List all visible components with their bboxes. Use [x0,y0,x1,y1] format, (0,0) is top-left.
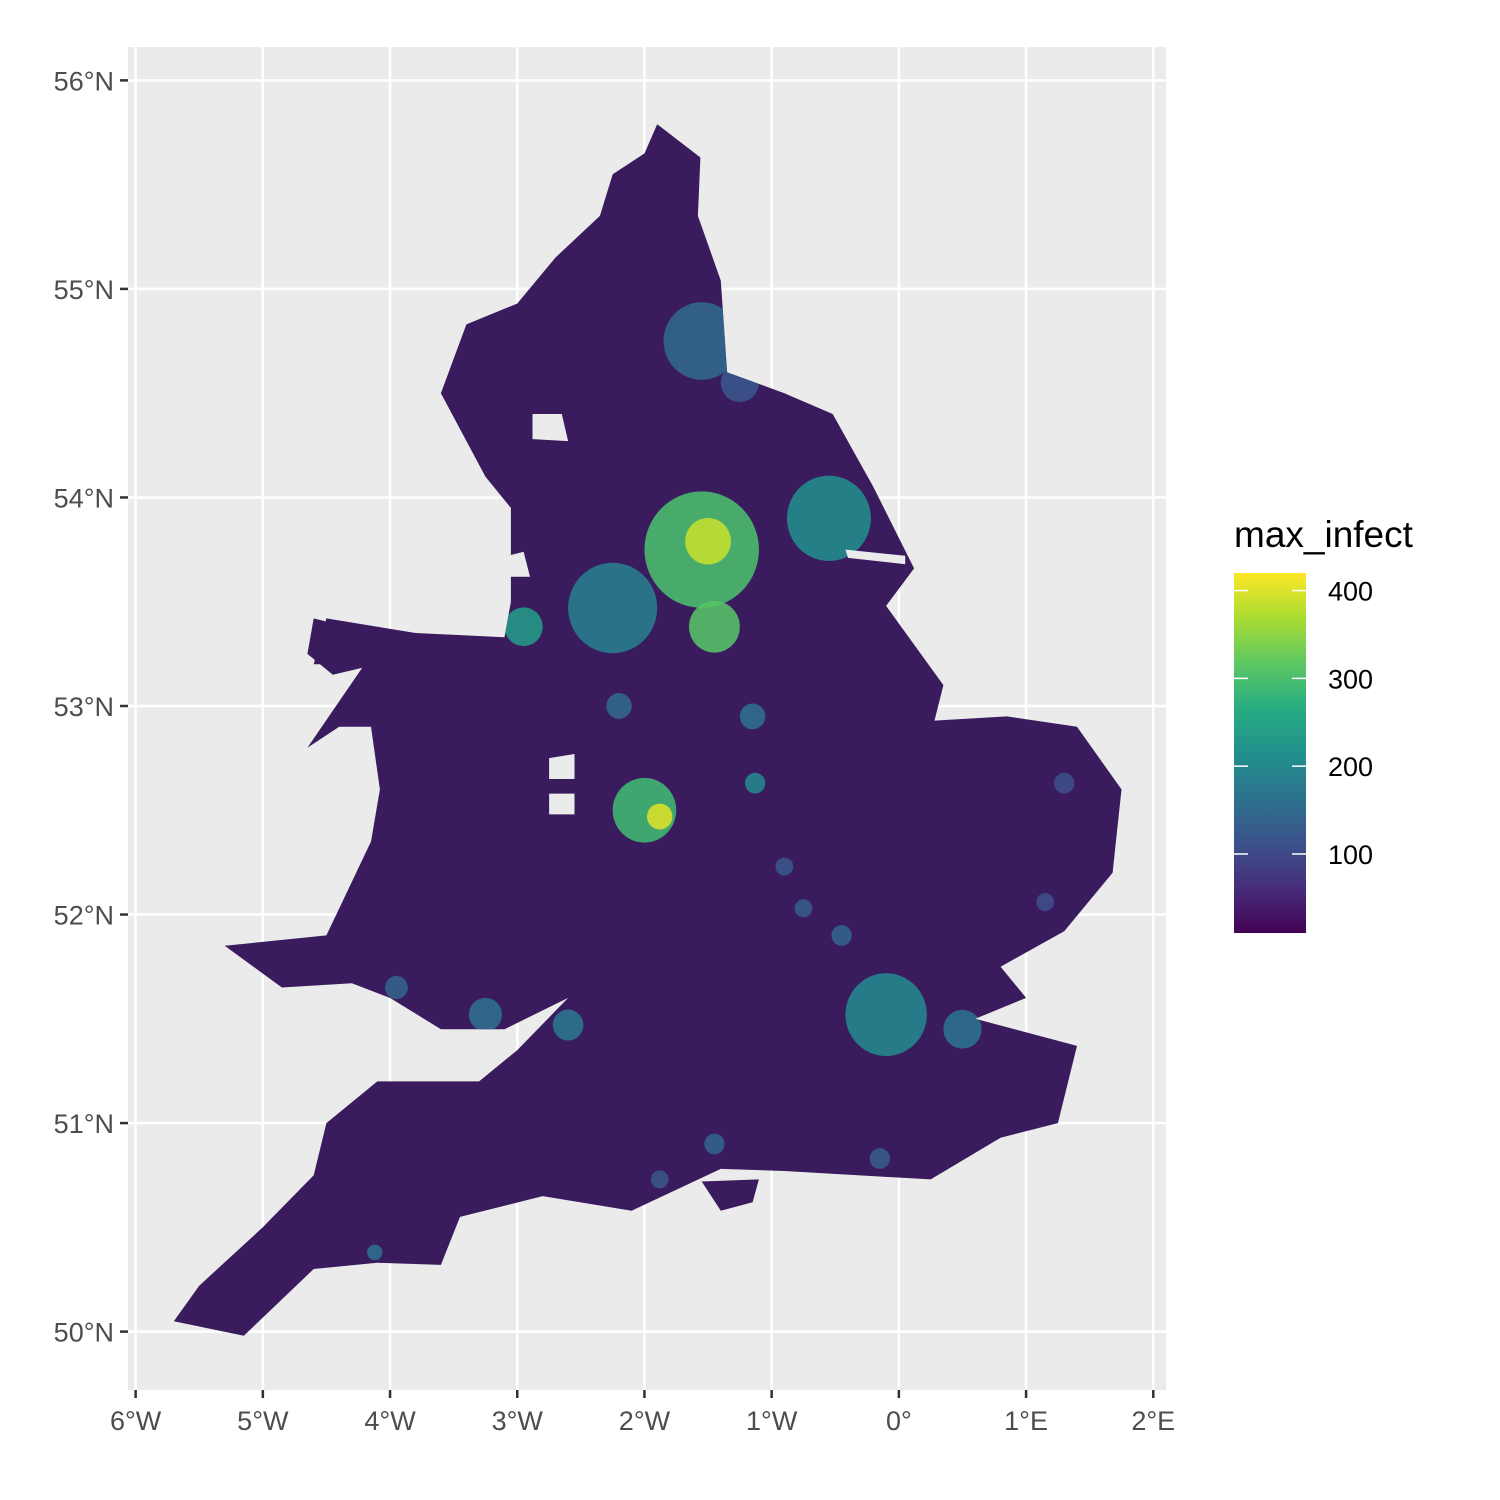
legend: max_infect 100 200 300 400 [1234,514,1414,933]
hotspot-nottingham [739,703,766,730]
hotspot-leicester [744,772,766,794]
water-area [532,414,569,442]
hotspot-plymouth [367,1244,383,1261]
x-tick-label: 4°W [364,1406,416,1436]
x-tick-label: 6°W [110,1406,162,1436]
x-tick-label: 5°W [237,1406,289,1436]
hotspot-swansea [384,975,408,1000]
hotspot-stoke [606,693,632,719]
y-tick-label: 55°N [54,275,114,305]
x-tick-label: 0° [886,1406,912,1436]
colorbar-ticks: 100 200 300 400 [1234,577,1373,870]
land-isle-of-wight [701,1179,759,1211]
hotspot-group [367,302,1075,1261]
x-tick-label: 1°W [746,1406,798,1436]
colorbar-label: 400 [1328,577,1373,607]
colorbar-label: 100 [1328,840,1373,870]
hotspot-bristol [552,1009,584,1041]
hotspot-luton [831,925,852,946]
hotspot-brighton [869,1148,890,1169]
x-tick-label: 3°W [492,1406,544,1436]
colorbar [1234,573,1306,933]
hotspot-durham [663,302,740,380]
y-tick-label: 52°N [54,901,114,931]
axes: 6°W 5°W 4°W 3°W 2°W 1°W 0° 1°E 2°E 50°N 51°N 52°N 53… [54,66,1176,1436]
hotspot-sheffield [688,600,740,653]
y-tick-label: 51°N [54,1109,114,1139]
legend-title: max_infect [1234,514,1414,555]
y-tick-label: 56°N [54,66,114,96]
hotspot-thames [943,1009,982,1049]
x-tick-label: 1°E [1004,1406,1048,1436]
land-anglesey [307,618,378,675]
water-area [549,754,575,779]
hotspot-southampton [704,1133,725,1155]
colorbar-label: 300 [1328,664,1373,694]
x-tick-label: 2°W [619,1406,671,1436]
water-area [549,793,575,815]
y-tick-label: 50°N [54,1318,114,1348]
hotspot-cardiff [468,997,502,1032]
hotspot-northampton [775,857,794,876]
map-regions [173,124,1122,1336]
water-area [845,549,906,565]
hotspot-milton-keynes [794,899,813,918]
hotspot-norwich [1054,772,1075,794]
colorbar-label: 200 [1328,752,1373,782]
hotspot-leeds [685,517,731,565]
x-tick-label: 2°E [1131,1406,1175,1436]
hotspot-birmingham [647,803,673,830]
y-tick-label: 53°N [54,692,114,722]
water-area [491,551,530,577]
hotspot-ipswich [1036,892,1055,912]
hotspot-london [845,973,927,1057]
hotspot-manchester [568,562,658,654]
y-tick-label: 54°N [54,483,114,513]
hotspot-bournemouth [650,1170,669,1189]
hotspot-liverpool [504,607,543,647]
hotspot-east-riding [786,475,871,561]
